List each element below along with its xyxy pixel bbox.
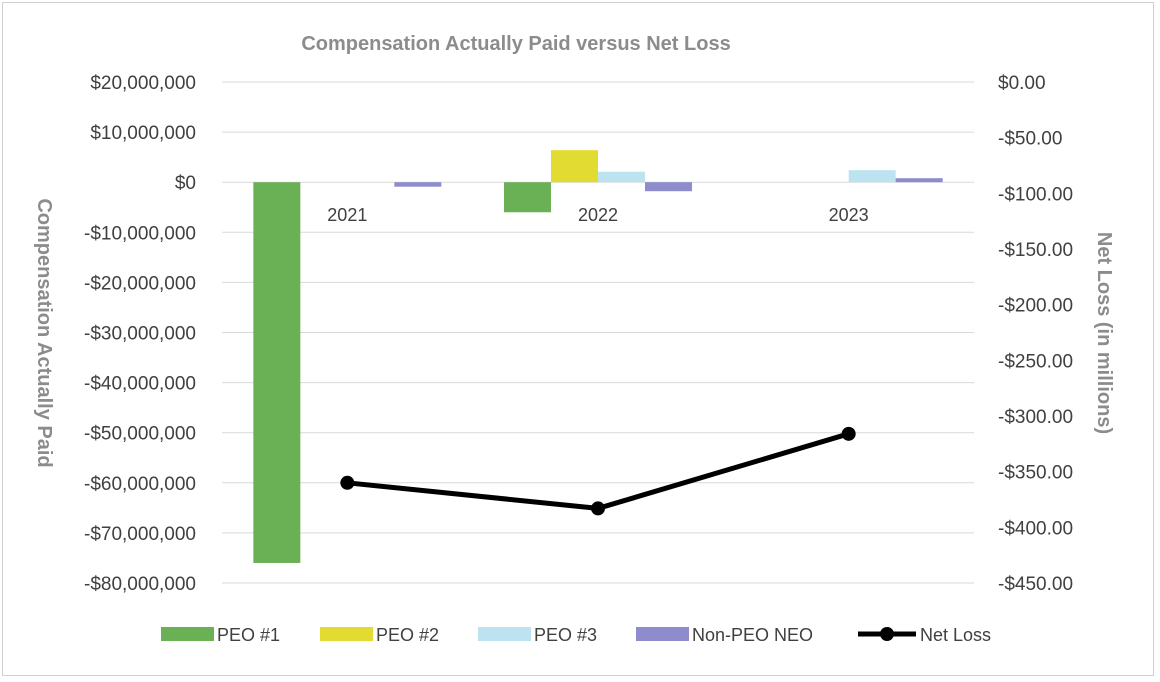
y-tick-label: $10,000,000 (90, 123, 196, 144)
legend-label-peo-3: PEO #3 (534, 625, 597, 645)
chart-title: Compensation Actually Paid versus Net Lo… (301, 33, 730, 55)
y-tick-label: -$80,000,000 (84, 574, 196, 595)
bar-peo-1-2021 (253, 182, 301, 563)
bar-peo-3-2023 (848, 170, 896, 183)
net-loss-point-2022 (591, 501, 605, 516)
primary-y-axis: $20,000,000 $10,000,000 $0 -$10,000,000 -$20… (84, 73, 196, 595)
y2-axis-title: Net Loss (in millions) (1093, 232, 1115, 434)
y2-tick-label: -$250.00 (998, 351, 1073, 372)
legend-label-peo-2: PEO #2 (376, 625, 439, 645)
bar-peo-2-2022 (551, 150, 598, 183)
y-tick-label: $0 (175, 173, 196, 194)
y-tick-label: -$40,000,000 (84, 374, 196, 395)
y2-tick-label: -$50.00 (998, 129, 1062, 150)
legend-marker-net-loss (880, 627, 894, 641)
y-tick-label: -$20,000,000 (84, 273, 196, 294)
net-loss-polyline (347, 431, 850, 511)
y2-tick-label: -$100.00 (998, 184, 1073, 205)
category-label: 2023 (829, 205, 869, 225)
legend-label-non-peo-neo: Non-PEO NEO (692, 625, 813, 645)
bar-series (253, 150, 943, 563)
y-tick-label: -$70,000,000 (84, 524, 196, 545)
secondary-y-axis: $0.00 -$50.00 -$100.00 -$150.00 -$200.00 -$25… (998, 73, 1073, 595)
legend-label-net-loss: Net Loss (920, 625, 991, 645)
net-loss-point-2023 (841, 426, 856, 441)
legend: PEO #1 PEO #2 PEO #3 Non-PEO NEO Net Loss (161, 625, 991, 645)
net-loss-point-2021 (340, 475, 355, 490)
y-tick-label: -$30,000,000 (84, 324, 196, 345)
bar-peo-3-2022 (598, 171, 645, 183)
bar-non-peo-neo-2022 (645, 182, 692, 192)
y2-tick-label: -$150.00 (998, 240, 1073, 261)
y-tick-label: $20,000,000 (90, 73, 196, 94)
y2-tick-label: -$200.00 (998, 296, 1073, 317)
y-tick-label: -$60,000,000 (84, 474, 196, 495)
legend-label-peo-1: PEO #1 (217, 625, 280, 645)
y-axis-title: Compensation Actually Paid (33, 198, 55, 467)
category-labels: 2021 2022 2023 (327, 205, 868, 225)
legend-swatch-peo-3 (478, 627, 531, 641)
bar-peo-1-2022 (504, 182, 551, 213)
category-label: 2021 (327, 205, 367, 225)
y2-tick-label: -$450.00 (998, 574, 1073, 595)
y-tick-label: -$10,000,000 (84, 223, 196, 244)
bar-non-peo-neo-2023 (895, 178, 943, 183)
legend-swatch-peo-2 (320, 627, 373, 641)
category-label: 2022 (578, 205, 618, 225)
bar-non-peo-neo-2021 (394, 182, 442, 187)
y-tick-label: -$50,000,000 (84, 424, 196, 445)
y2-tick-label: -$300.00 (998, 407, 1073, 428)
legend-swatch-non-peo-neo (636, 627, 689, 641)
y2-tick-label: -$350.00 (998, 463, 1073, 484)
y2-tick-label: $0.00 (998, 73, 1046, 94)
net-loss-line (340, 426, 856, 516)
y2-tick-label: -$400.00 (998, 518, 1073, 539)
legend-swatch-peo-1 (161, 627, 214, 641)
